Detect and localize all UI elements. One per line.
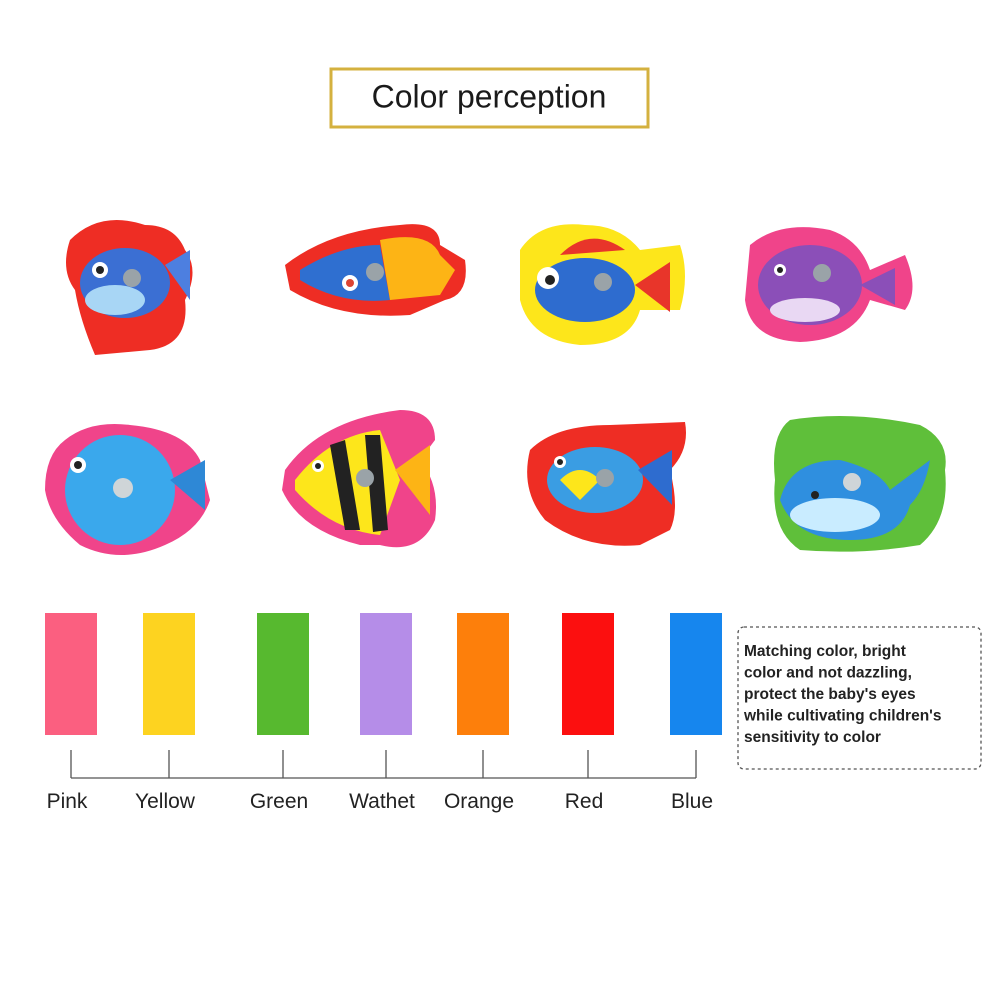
- color-label: Red: [565, 790, 604, 813]
- note-line: sensitivity to color: [744, 729, 881, 746]
- color-label: Wathet: [349, 790, 415, 813]
- fish-6: [282, 410, 436, 548]
- fish-4: [745, 227, 913, 342]
- color-swatch: [143, 613, 195, 735]
- note-line: color and not dazzling,: [744, 665, 912, 682]
- fish-7: [527, 422, 686, 546]
- color-swatch: [457, 613, 509, 735]
- fish-8: [774, 416, 946, 552]
- color-swatch: [562, 613, 614, 735]
- color-label: Yellow: [135, 790, 196, 813]
- color-label: Green: [250, 790, 308, 813]
- note-line: protect the baby's eyes: [744, 686, 916, 703]
- color-label: Blue: [671, 790, 713, 813]
- note: Matching color, bright color and not dazz…: [743, 643, 941, 746]
- note-line: Matching color, bright: [744, 643, 906, 660]
- color-swatch: [360, 613, 412, 735]
- bracket: [70, 750, 697, 779]
- title: Color perception: [372, 78, 607, 114]
- color-label: Orange: [444, 790, 514, 813]
- color-swatch: [670, 613, 722, 735]
- fish-2: [285, 224, 466, 316]
- note-line: while cultivating children's: [743, 708, 941, 725]
- color-label: Pink: [47, 790, 88, 813]
- fish-5: [45, 424, 210, 555]
- color-swatch: [45, 613, 97, 735]
- fish-3: [520, 224, 685, 345]
- title-box: [329, 67, 650, 129]
- color-swatch: [257, 613, 309, 735]
- fish-1: [66, 220, 193, 355]
- note-box: [737, 626, 982, 770]
